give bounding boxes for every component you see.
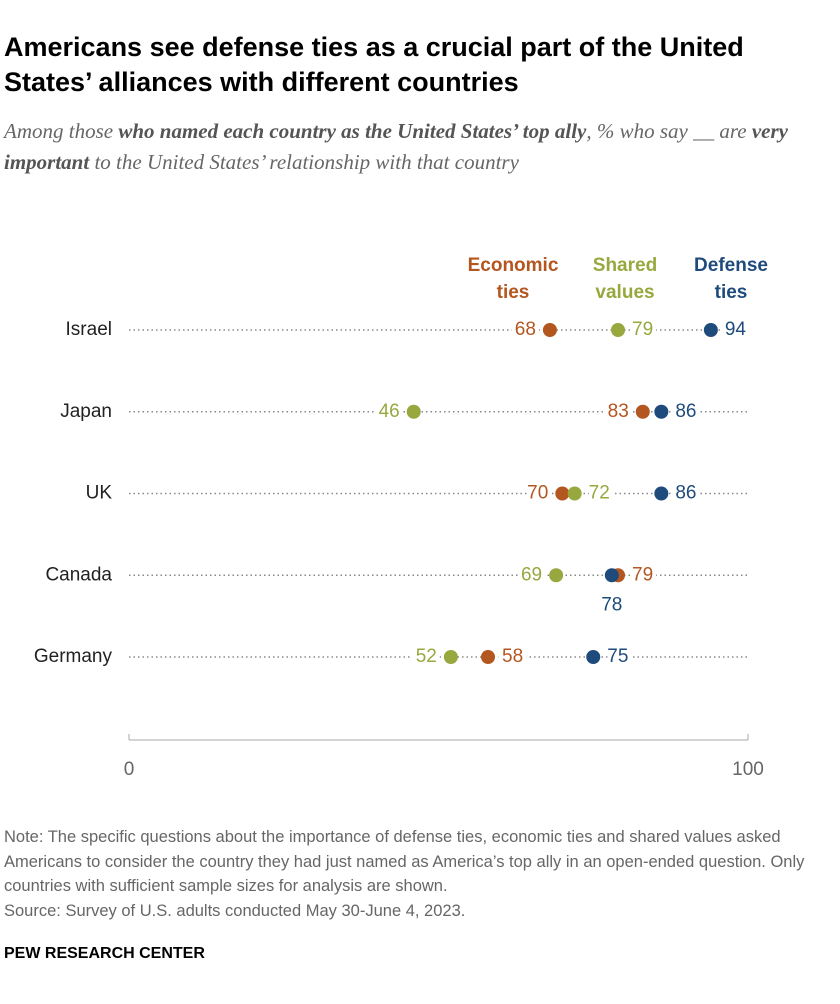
dot [654,404,669,419]
y-tick-label: Japan [60,401,112,422]
y-tick-label: UK [86,483,113,504]
value-label: 75 [607,646,628,667]
dot [406,404,421,419]
legend-entry: Shared values [593,255,657,303]
source: Source: Survey of U.S. adults conducted … [4,901,466,920]
value-label: 79 [632,564,653,585]
legend-entry: Economic ties [468,255,559,303]
dot [586,650,601,664]
subtitle-part: Among those [4,119,119,143]
dot [443,650,458,664]
dot [654,486,669,501]
value-label: 83 [608,401,629,422]
legend-entry: Defense ties [694,255,768,303]
value-label: 68 [515,319,536,340]
x-tick-label: 0 [124,759,135,780]
value-label: 79 [632,319,653,340]
subtitle-part: who named each country as the United Sta… [118,119,587,143]
note: Note: The specific questions about the i… [4,828,805,895]
y-tick-label: Germany [34,646,113,667]
value-label: 52 [416,646,437,667]
y-tick-label: Canada [45,564,112,585]
subtitle-part: very important [4,119,788,174]
dot [635,404,650,419]
value-label: 78 [601,594,622,615]
value-label: 70 [527,483,548,504]
dot [481,650,496,664]
value-label: 86 [675,483,696,504]
chart-title: Americans see defense ties as a crucial … [4,32,744,97]
y-tick-label: Israel [66,319,112,340]
notes: Note: The specific questions about the i… [4,825,830,923]
value-label: 69 [521,564,542,585]
value-label: 46 [379,401,400,422]
x-tick-label: 100 [732,759,764,780]
value-label: 72 [589,483,610,504]
brand: PEW RESEARCH CENTER [4,945,205,962]
value-label: 94 [725,319,747,340]
subtitle-part: , % who say __ are [586,119,752,143]
dot [703,323,718,337]
dot [549,568,564,583]
chart-subtitle: Among those who named each country as th… [4,116,824,178]
chart: 0 100 Economic ties Shared values Defense ties I… [34,255,768,780]
value-label: 86 [675,401,696,422]
dot [611,323,626,337]
dot [555,486,570,501]
value-label: 58 [502,646,523,667]
dot [542,323,557,337]
dot [604,568,619,583]
subtitle-part: to the United States’ relationship with … [89,150,519,174]
dot [567,486,582,501]
